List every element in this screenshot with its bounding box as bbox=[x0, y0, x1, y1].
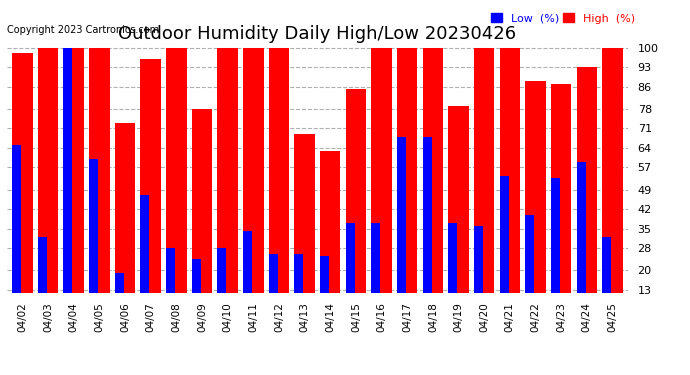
Bar bbox=[89, 159, 98, 326]
Bar bbox=[602, 237, 611, 326]
Bar bbox=[448, 223, 457, 326]
Bar bbox=[500, 48, 520, 326]
Bar bbox=[474, 226, 483, 326]
Bar bbox=[268, 48, 289, 326]
Bar bbox=[346, 223, 355, 326]
Bar bbox=[12, 53, 32, 326]
Bar bbox=[166, 248, 175, 326]
Bar bbox=[371, 48, 392, 326]
Bar bbox=[115, 273, 124, 326]
Bar bbox=[115, 123, 135, 326]
Bar bbox=[140, 195, 149, 326]
Title: Outdoor Humidity Daily High/Low 20230426: Outdoor Humidity Daily High/Low 20230426 bbox=[119, 26, 516, 44]
Bar bbox=[166, 48, 186, 326]
Bar bbox=[63, 48, 72, 326]
Bar bbox=[422, 48, 443, 326]
Bar bbox=[295, 134, 315, 326]
Bar bbox=[38, 48, 58, 326]
Bar bbox=[217, 48, 238, 326]
Bar bbox=[525, 81, 546, 326]
Bar bbox=[192, 259, 201, 326]
Bar bbox=[551, 178, 560, 326]
Bar bbox=[397, 48, 417, 326]
Bar bbox=[243, 231, 252, 326]
Bar bbox=[422, 137, 431, 326]
Bar bbox=[500, 176, 509, 326]
Bar bbox=[63, 48, 84, 326]
Bar bbox=[397, 137, 406, 326]
Bar bbox=[12, 145, 21, 326]
Bar bbox=[551, 84, 571, 326]
Bar bbox=[346, 90, 366, 326]
Bar bbox=[217, 248, 226, 326]
Bar bbox=[38, 237, 47, 326]
Bar bbox=[474, 48, 495, 326]
Bar bbox=[320, 151, 340, 326]
Bar bbox=[268, 254, 277, 326]
Bar bbox=[371, 223, 380, 326]
Bar bbox=[192, 109, 213, 326]
Bar bbox=[602, 48, 623, 326]
Bar bbox=[140, 59, 161, 326]
Bar bbox=[89, 48, 110, 326]
Legend: Low  (%), High  (%): Low (%), High (%) bbox=[491, 13, 635, 24]
Text: Copyright 2023 Cartronics.com: Copyright 2023 Cartronics.com bbox=[7, 25, 159, 35]
Bar bbox=[577, 162, 586, 326]
Bar bbox=[577, 67, 597, 326]
Bar bbox=[448, 106, 469, 326]
Bar bbox=[295, 254, 304, 326]
Bar bbox=[525, 214, 534, 326]
Bar bbox=[320, 256, 329, 326]
Bar bbox=[243, 48, 264, 326]
